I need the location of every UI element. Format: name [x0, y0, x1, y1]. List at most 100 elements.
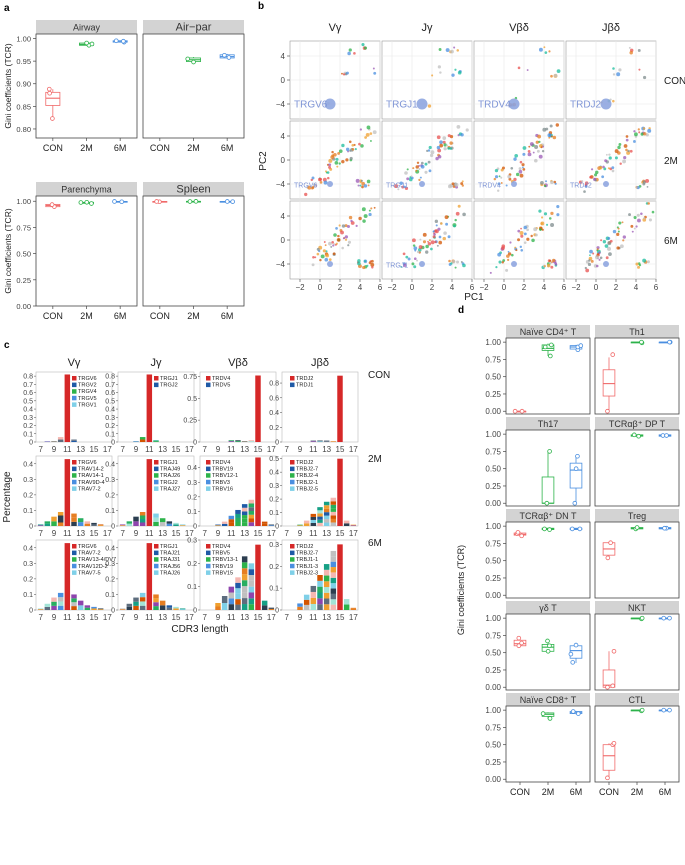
facet-strip: [506, 325, 590, 338]
scatter-point: [637, 49, 641, 52]
bar-segment: [317, 522, 323, 526]
legend-label: TRAJ56: [160, 564, 180, 570]
bar-segment: [153, 440, 159, 442]
bar-segment: [323, 519, 330, 523]
bar-segment: [71, 594, 77, 599]
x-tick-label: 17: [267, 445, 276, 454]
box-CON: [45, 91, 61, 106]
legend-label: TRAJ26: [160, 570, 180, 576]
bar-segment: [248, 518, 255, 523]
scatter-point: [540, 221, 545, 226]
bar-segment: [51, 521, 57, 526]
legend-swatch: [206, 479, 211, 485]
scatter-point: [416, 161, 420, 165]
data-point: [542, 526, 547, 532]
bar-segment: [235, 440, 241, 442]
scatter-point: [454, 182, 459, 187]
bar-segment: [343, 523, 350, 526]
scatter-point: [581, 180, 584, 183]
scatter-point: [368, 261, 372, 265]
bar-segment: [241, 518, 248, 523]
y-tick-label: 0.3: [187, 538, 197, 545]
bar-segment: [241, 586, 248, 593]
bar-segment: [297, 606, 303, 610]
point-label: TRDV4: [478, 100, 511, 111]
scatter-point: [311, 186, 314, 190]
bar-segment: [153, 606, 159, 610]
bar-segment: [330, 593, 337, 600]
x-tick-label: 0: [410, 283, 415, 292]
y-tick-label: 0.00: [485, 775, 501, 784]
scatter-point: [589, 175, 592, 179]
bar-segment: [337, 458, 343, 526]
bar-segment: [317, 598, 323, 605]
scatter-point: [328, 165, 332, 169]
bar-segment: [139, 601, 146, 606]
y-tick-label: 0.4: [105, 407, 115, 414]
bar-segment: [228, 522, 235, 526]
bar-segment: [255, 457, 261, 526]
scatter-point: [552, 135, 557, 140]
bar-segment: [248, 569, 255, 575]
x-tick-label: 9: [298, 613, 303, 622]
x-tick-label: 17: [103, 613, 112, 622]
bar-segment: [323, 441, 330, 442]
x-tick-label: 15: [90, 613, 99, 622]
scatter-point: [338, 149, 343, 154]
facet-title: Th1: [629, 327, 645, 337]
legend-label: TRBV15: [212, 570, 233, 576]
scatter-point: [314, 256, 317, 259]
y-tick-label: 0: [111, 440, 115, 447]
scatter-point: [443, 231, 447, 235]
y-tick-label: 0.00: [485, 407, 501, 416]
y-tick-label: 0.4: [187, 465, 197, 472]
y-tick-label: 0: [111, 608, 115, 615]
legend-label: TRGV6: [78, 376, 97, 382]
bar-segment: [179, 609, 186, 610]
scatter-point: [617, 227, 620, 230]
bar-segment: [248, 440, 255, 442]
data-point: [667, 615, 672, 621]
bar-segment: [310, 597, 317, 604]
scatter-point: [645, 133, 649, 137]
scatter-point: [311, 263, 315, 267]
legend-label: TRBV16: [212, 486, 233, 492]
y-tick-label: 0.2: [23, 492, 33, 499]
data-point: [573, 466, 579, 471]
scatter-point: [526, 237, 530, 241]
x-tick-label: 2: [522, 283, 527, 292]
bar-segment: [37, 524, 44, 526]
y-tick-label: 0: [193, 524, 197, 531]
scatter-point: [552, 258, 556, 263]
legend-label: TRAJ21: [160, 551, 180, 557]
bar-segment: [57, 437, 64, 440]
bar-segment: [64, 459, 71, 526]
scatter-point: [462, 212, 466, 217]
scatter-point: [494, 168, 499, 173]
y-axis-label: PC2: [258, 151, 269, 171]
legend-swatch: [154, 544, 159, 549]
x-tick-label: 4: [450, 283, 455, 292]
scatter-point: [449, 147, 452, 150]
bar-segment: [166, 605, 173, 608]
legend-label: TRBV3: [212, 480, 230, 486]
legend-swatch: [154, 479, 159, 485]
scatter-point: [368, 212, 372, 217]
x-tick-label: 11: [227, 445, 236, 454]
legend-label: TRGJ2: [160, 383, 178, 389]
x-tick-label: 7: [38, 613, 43, 622]
scatter-point: [325, 250, 328, 253]
y-tick-label: 0.00: [16, 302, 31, 311]
data-point: [119, 199, 125, 205]
scatter-point: [609, 167, 613, 171]
scatter-point: [522, 168, 526, 171]
scatter-point: [623, 156, 627, 160]
scatter-point-major: [324, 98, 336, 110]
bar-segment: [179, 608, 186, 610]
legend-swatch: [290, 557, 295, 562]
bar-segment: [215, 524, 221, 526]
scatter-point: [370, 262, 375, 267]
data-point: [578, 343, 584, 348]
